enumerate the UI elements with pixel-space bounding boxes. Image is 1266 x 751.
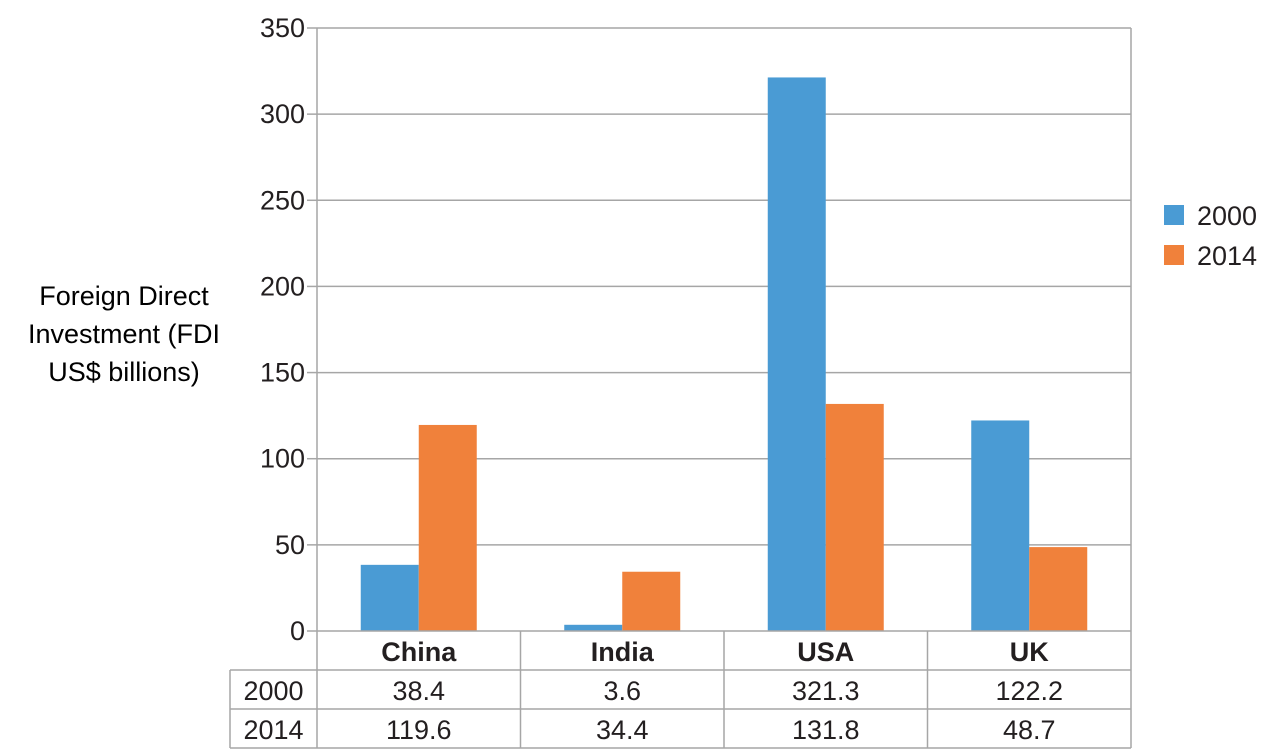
x-category-label: China [381, 637, 457, 667]
data-table: China India USA UK 2000 38.4 3.6 321.3 122.2 2014… [229, 630, 1132, 749]
y-tick-label: 200 [260, 271, 305, 301]
legend: 2000 2014 [1164, 201, 1257, 271]
table-cell: 122.2 [995, 676, 1063, 706]
bar-2000-india [564, 624, 623, 631]
y-tick-label: 100 [260, 444, 305, 474]
legend-label: 2014 [1197, 241, 1257, 271]
bar-2014-uk [1029, 547, 1088, 631]
table-cell: 321.3 [792, 676, 860, 706]
bar-2000-uk [971, 420, 1030, 631]
y-tick-label: 350 [260, 13, 305, 43]
bar-2014-china [418, 424, 477, 631]
bar-2014-usa [825, 403, 884, 631]
x-category-label: India [591, 637, 655, 667]
table-cell: 34.4 [596, 715, 649, 745]
legend-label: 2000 [1197, 201, 1257, 231]
y-axis-title-line: Investment (FDI [28, 319, 220, 349]
y-tick-label: 300 [260, 99, 305, 129]
y-tick-label: 50 [275, 530, 305, 560]
y-tick-label: 0 [290, 616, 305, 646]
table-cell: 3.6 [603, 676, 641, 706]
table-row-label: 2014 [243, 715, 303, 745]
legend-swatch [1164, 245, 1184, 265]
y-tick-label: 250 [260, 185, 305, 215]
bar-2014-india [622, 571, 681, 631]
table-cell: 48.7 [1003, 715, 1056, 745]
gridlines: 0 50 100 150 200 250 300 350 [260, 13, 1132, 646]
bar-2000-china [360, 564, 419, 631]
y-axis-title-line: Foreign Direct [39, 281, 209, 311]
x-category-label: USA [797, 637, 854, 667]
bars [360, 77, 1088, 632]
table-cell: 131.8 [792, 715, 860, 745]
table-cell: 38.4 [392, 676, 445, 706]
y-tick-label: 150 [260, 358, 305, 388]
legend-swatch [1164, 205, 1184, 225]
table-cell: 119.6 [386, 715, 452, 745]
table-row-label: 2000 [243, 676, 303, 706]
y-axis-title-line: US$ billions) [48, 357, 200, 387]
x-category-label: UK [1010, 637, 1049, 667]
y-axis-title: Foreign Direct Investment (FDI US$ billi… [28, 281, 220, 387]
bar-2000-usa [767, 77, 826, 632]
